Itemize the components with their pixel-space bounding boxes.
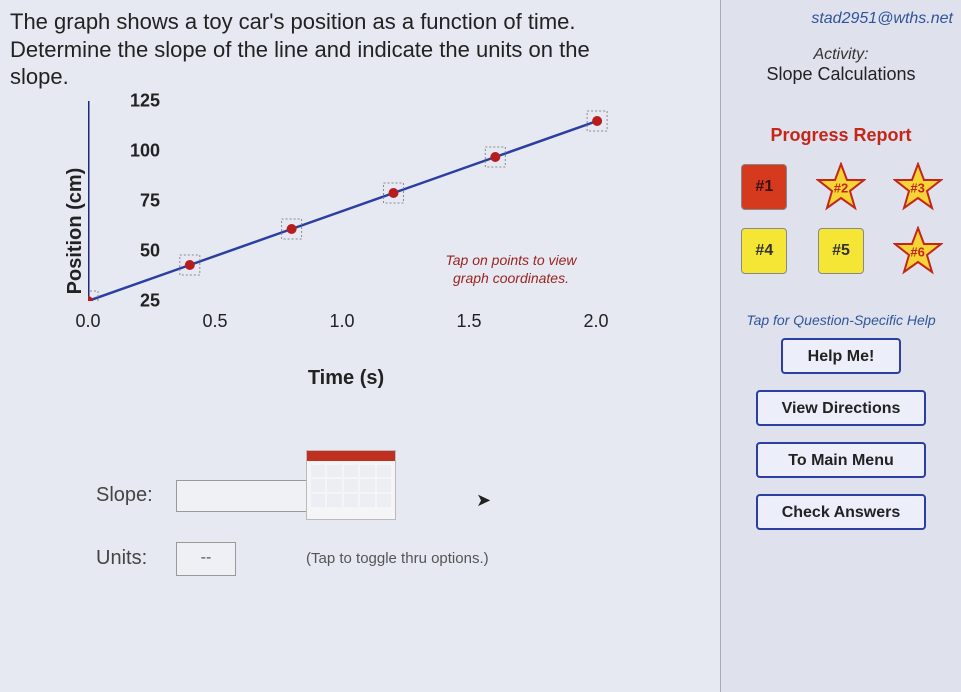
progress-title: Progress Report <box>729 125 953 146</box>
data-point-5[interactable] <box>587 111 607 131</box>
units-label: Units: <box>96 547 166 570</box>
units-row: Units: -- (Tap to toggle thru options.) <box>96 542 710 576</box>
units-toggle-hint: (Tap to toggle thru options.) <box>306 550 489 567</box>
units-toggle[interactable]: -- <box>176 542 236 576</box>
data-point-3[interactable] <box>384 183 404 203</box>
graph-hint: Tap on points to view graph coordinates. <box>426 251 596 287</box>
main-menu-button[interactable]: To Main Menu <box>756 442 926 478</box>
progress-5[interactable]: #5 <box>810 226 873 276</box>
cursor-icon: ➤ <box>476 490 491 511</box>
question-line1: The graph shows a toy car's position as … <box>10 9 576 34</box>
question-line2: Determine the slope of the line and indi… <box>10 37 590 62</box>
main-panel: The graph shows a toy car's position as … <box>0 0 720 692</box>
xtick-0: 0.0 <box>75 311 100 332</box>
progress-4[interactable]: #4 <box>733 226 796 276</box>
chart-area: Position (cm) 125 100 75 50 25 0.0 0.5 1… <box>26 101 666 361</box>
progress-1[interactable]: #1 <box>733 162 796 212</box>
directions-button[interactable]: View Directions <box>756 390 926 426</box>
slope-label: Slope: <box>96 484 166 507</box>
progress-2[interactable]: #2 <box>810 162 873 212</box>
help-button[interactable]: Help Me! <box>781 338 901 374</box>
progress-grid: #1 #2 #3 #4 #5 #6 <box>729 162 953 276</box>
slope-row: Slope: <box>96 480 710 512</box>
progress-3[interactable]: #3 <box>886 162 949 212</box>
xtick-05: 0.5 <box>202 311 227 332</box>
xtick-2: 2.0 <box>583 311 608 332</box>
inputs-area: ➤ Slope: Units: -- (Tap to toggle thru o… <box>96 480 710 576</box>
xtick-1: 1.0 <box>329 311 354 332</box>
question-line3: slope. <box>10 64 69 89</box>
data-point-1[interactable] <box>180 255 200 275</box>
data-point-2[interactable] <box>282 219 302 239</box>
activity-label: Activity: <box>729 46 953 64</box>
progress-6[interactable]: #6 <box>886 226 949 276</box>
user-email: stad2951@wths.net <box>729 10 953 28</box>
x-axis-label: Time (s) <box>66 367 626 390</box>
xtick-15: 1.5 <box>456 311 481 332</box>
sidebar: stad2951@wths.net Activity: Slope Calcul… <box>720 0 961 692</box>
y-axis-label: Position (cm) <box>64 167 87 294</box>
activity-name: Slope Calculations <box>729 64 953 85</box>
numeric-keypad[interactable] <box>306 450 396 520</box>
question-text: The graph shows a toy car's position as … <box>6 8 710 91</box>
check-answers-button[interactable]: Check Answers <box>756 494 926 530</box>
data-point-4[interactable] <box>485 147 505 167</box>
help-hint: Tap for Question-Specific Help <box>729 312 953 328</box>
